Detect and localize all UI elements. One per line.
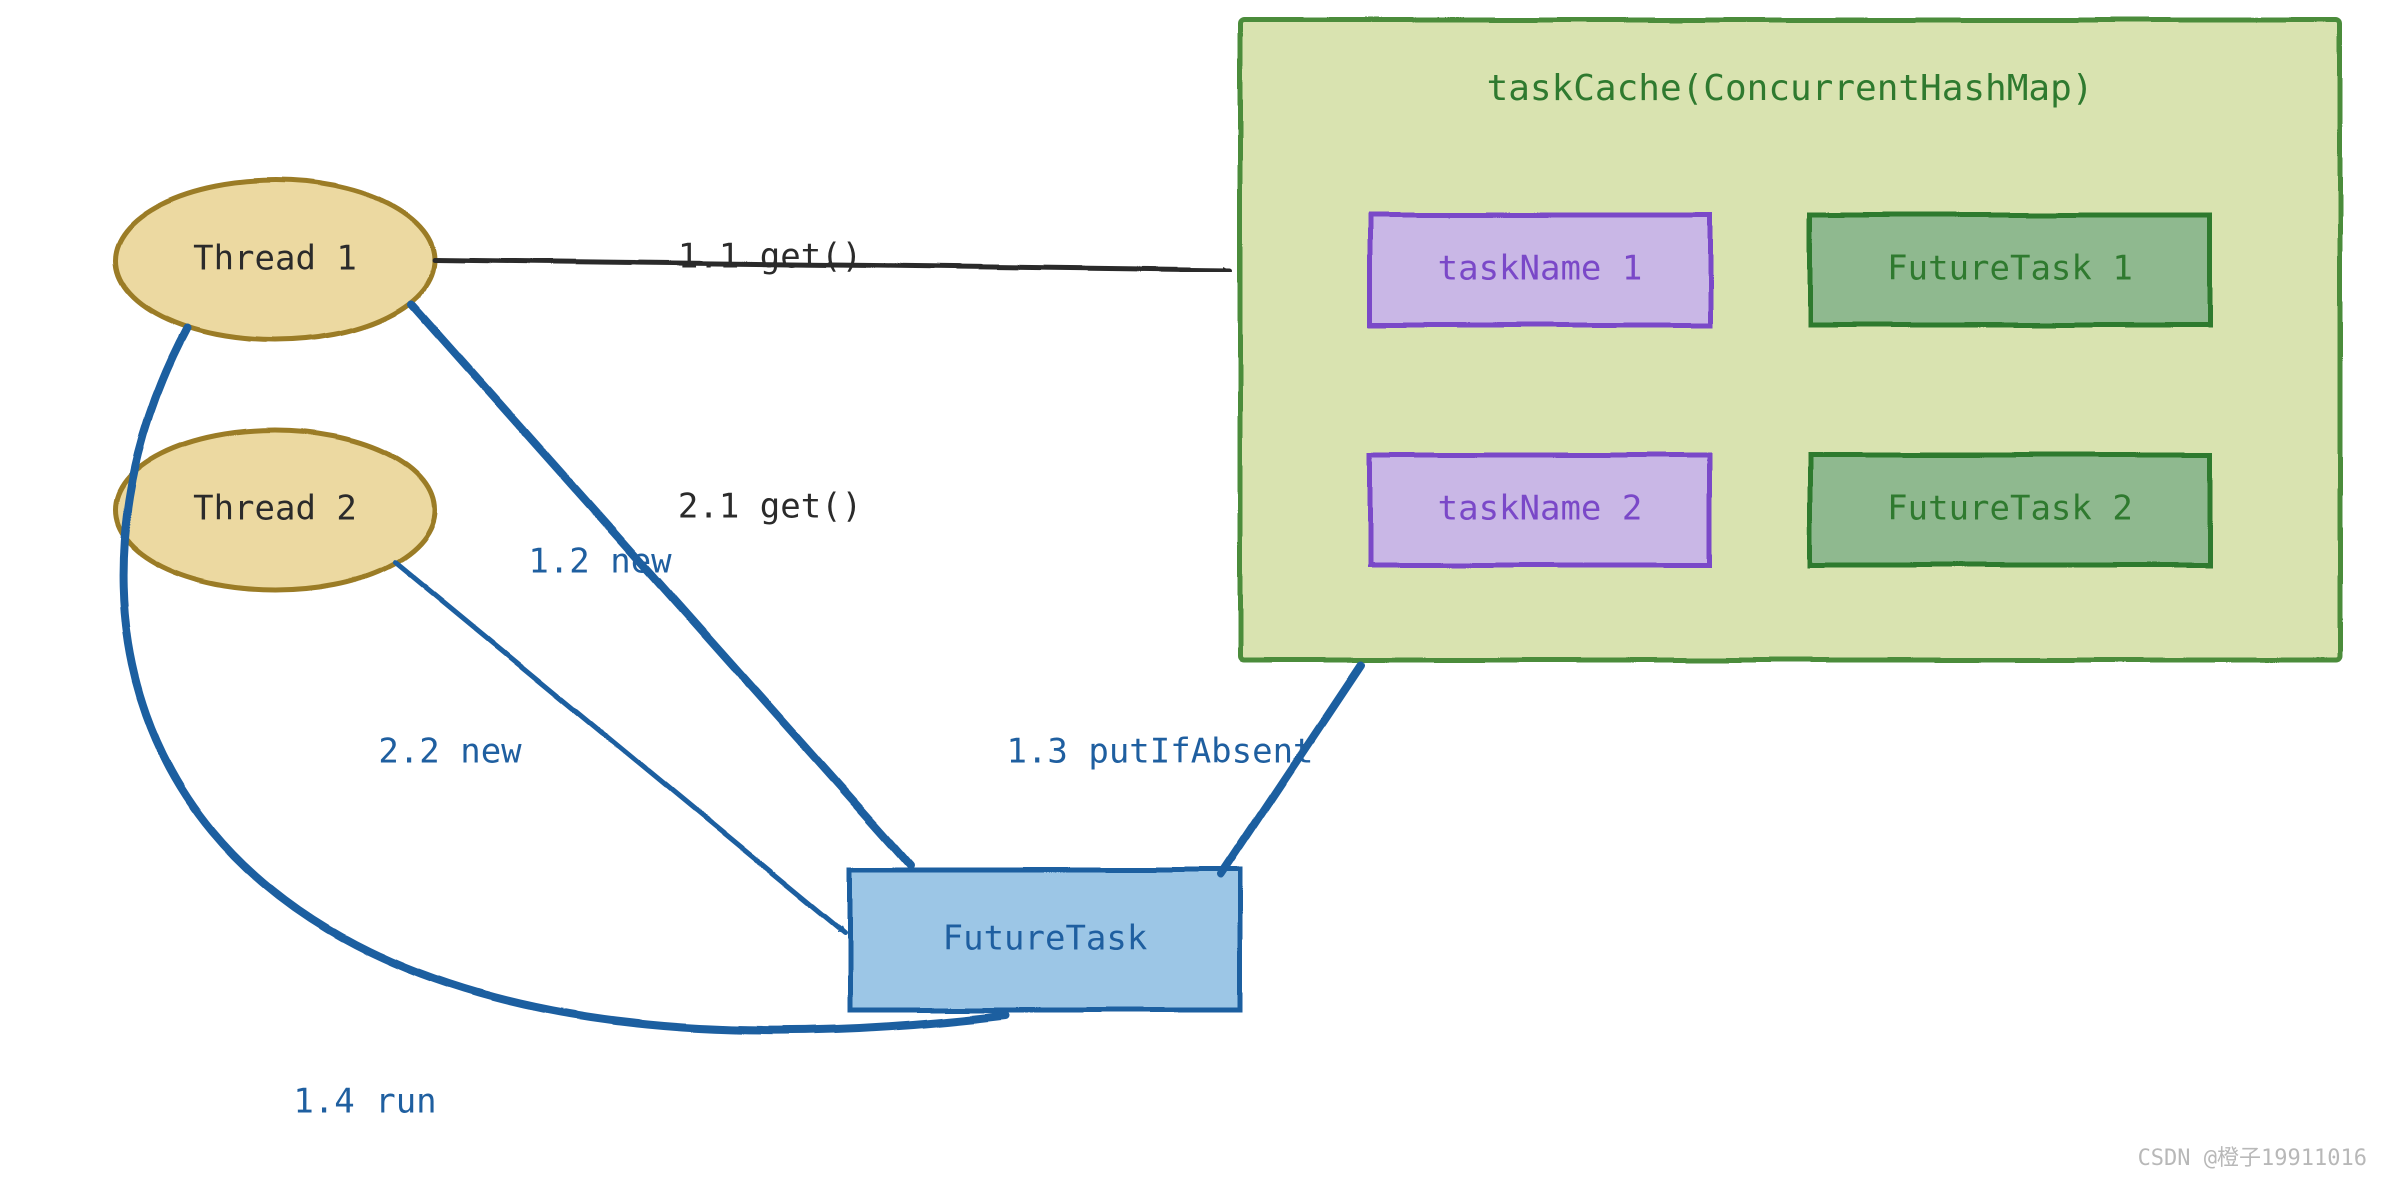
futuretask-cache-label-1: FutureTask 1 [1887, 249, 2133, 289]
edge-new1-label: 1.2 new [528, 542, 672, 582]
edge-run-label: 1.4 run [293, 1082, 436, 1122]
thread2-label: Thread 2 [193, 489, 357, 529]
edge-get2-label: 2.1 get() [678, 487, 862, 527]
edge-new2-label: 2.2 new [378, 732, 522, 772]
edge-get1-label: 1.1 get() [678, 237, 862, 277]
edge-putifabsent-label: 1.3 putIfAbsent [1006, 732, 1313, 772]
taskname-label-1: taskName 1 [1438, 249, 1643, 289]
watermark: CSDN @橙子19911016 [2138, 1146, 2367, 1171]
cache-title: taskCache(ConcurrentHashMap) [1487, 68, 2094, 109]
futuretask-label: FutureTask [943, 919, 1148, 959]
futuretask-cache-label-2: FutureTask 2 [1887, 489, 2133, 529]
thread1-label: Thread 1 [193, 239, 357, 279]
taskname-label-2: taskName 2 [1438, 489, 1643, 529]
